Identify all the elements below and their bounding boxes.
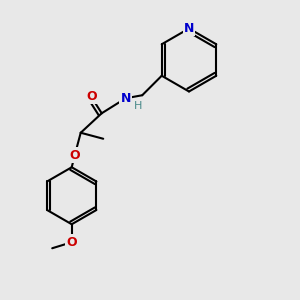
Text: N: N (184, 22, 194, 35)
Text: O: O (69, 149, 80, 162)
Text: H: H (134, 101, 142, 111)
Text: N: N (121, 92, 131, 105)
Text: O: O (66, 236, 77, 249)
Text: O: O (86, 90, 97, 103)
